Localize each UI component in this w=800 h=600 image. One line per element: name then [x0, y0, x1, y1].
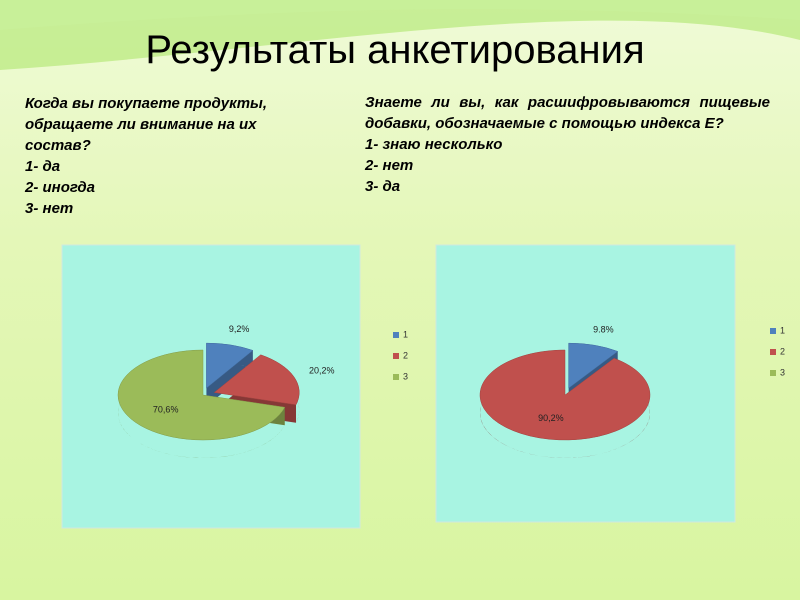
legend-swatch — [770, 349, 776, 355]
question-text: Когда вы покупаете продукты, обращаете л… — [25, 95, 268, 154]
legend-swatch — [393, 353, 399, 359]
option: 3- да — [365, 178, 401, 195]
pie-slice — [479, 349, 651, 441]
data-label: 70,6% — [153, 404, 179, 414]
data-label: 9,2% — [229, 324, 250, 334]
swoosh — [0, 0, 800, 30]
swoosh — [0, 0, 800, 70]
legend-label: 3 — [780, 367, 785, 377]
pie-slice — [213, 354, 300, 406]
pie-slice — [117, 349, 286, 441]
option: 1- знаю несколько — [365, 136, 503, 153]
legend-label: 2 — [403, 350, 408, 360]
question: Знаете ли вы, как расшифровываются пищев… — [365, 92, 770, 197]
legend-swatch — [770, 328, 776, 334]
slide-title: Результаты анкетирования — [145, 28, 645, 72]
legend-swatch — [393, 332, 399, 338]
legend-label: 1 — [780, 325, 785, 335]
data-label: 90,2% — [538, 413, 564, 423]
legend-swatch — [393, 374, 399, 380]
legend-label: 1 — [403, 329, 408, 339]
option: 2- иногда — [25, 179, 95, 196]
option: 3- нет — [25, 200, 74, 217]
option: 2- нет — [365, 157, 414, 174]
legend-swatch — [770, 370, 776, 376]
legend-label: 3 — [403, 371, 408, 381]
data-label: 20,2% — [309, 366, 335, 376]
pie-slice — [568, 342, 619, 389]
question: Когда вы покупаете продукты, обращаете л… — [25, 93, 325, 219]
option: 1- да — [25, 158, 61, 175]
pie-slice — [206, 342, 254, 389]
question-text: Знаете ли вы, как расшифровываются пищев… — [365, 94, 770, 132]
data-label: 9.8% — [593, 325, 614, 335]
legend-label: 2 — [780, 346, 785, 356]
